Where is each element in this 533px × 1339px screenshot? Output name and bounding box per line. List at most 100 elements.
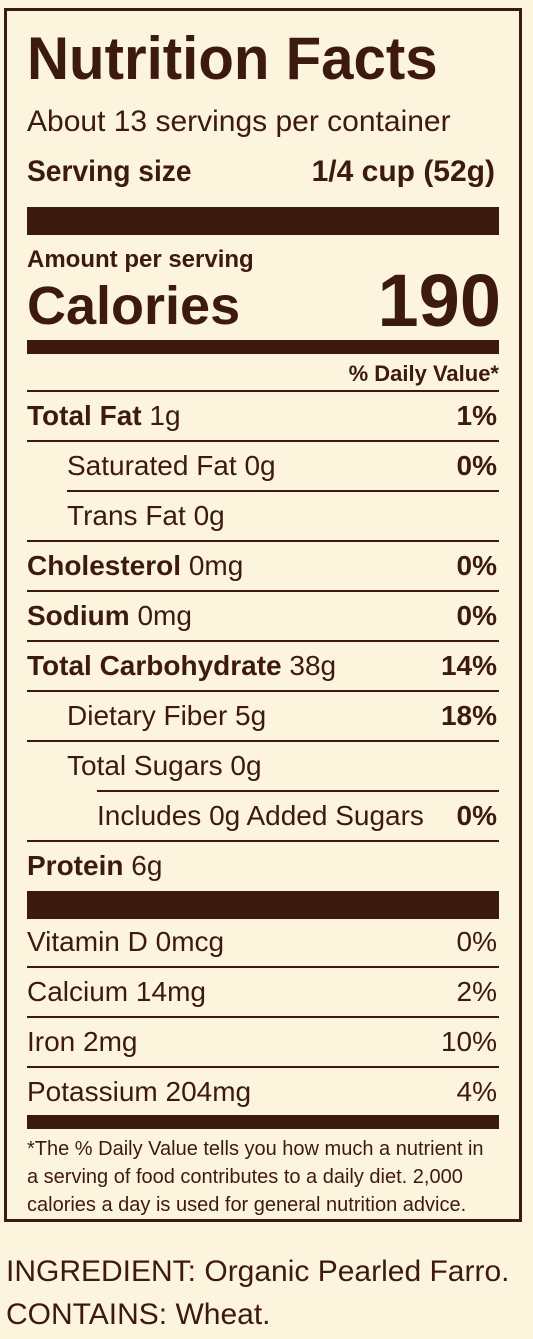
row-rule	[27, 390, 499, 392]
nutrient-row: Total Fat 1g 1%	[27, 391, 499, 441]
footnote-line: a serving of food contributes to a daily…	[27, 1166, 463, 1188]
servings-per-container: About 13 servings per container	[27, 105, 451, 138]
vitamin-label: Iron 2mg	[27, 1025, 138, 1059]
nutrient-daily-value: 1%	[456, 400, 497, 431]
vitamin-row: Calcium 14mg 2%	[27, 967, 499, 1017]
nutrient-name: Total Carbohydrate	[27, 650, 282, 681]
vitamin-row: Potassium 204mg 4%	[27, 1067, 499, 1117]
nutrient-amount: 6g	[131, 850, 163, 881]
nutrient-name: Includes 0g Added Sugars	[97, 800, 424, 831]
vitamin-amount: 14mg	[135, 976, 206, 1007]
row-rule	[27, 540, 499, 542]
footnote-line: calories a day is used for general nutri…	[27, 1194, 467, 1216]
vitamin-daily-value: 4%	[456, 1076, 497, 1107]
daily-value-header: % Daily Value*	[348, 361, 499, 386]
vitamin-name: Potassium	[27, 1076, 158, 1107]
nutrient-row: Total Sugars 0g	[67, 741, 499, 791]
footnote-line: *The % Daily Value tells you how much a …	[27, 1138, 484, 1160]
nutrient-label: Total Fat 1g	[27, 399, 181, 433]
row-rule	[27, 590, 499, 592]
nutrient-amount: 0g	[193, 500, 225, 531]
nutrient-amount: 0mg	[137, 600, 192, 631]
nutrient-amount: 5g	[235, 700, 267, 731]
vitamin-amount: 204mg	[165, 1076, 252, 1107]
thick-divider	[27, 207, 499, 235]
nutrient-label: Saturated Fat 0g	[67, 449, 276, 483]
nutrient-amount: 1g	[149, 400, 181, 431]
nutrient-name: Trans Fat	[67, 500, 186, 531]
nutrient-label: Dietary Fiber 5g	[67, 699, 266, 733]
footnote: *The % Daily Value tells you how much a …	[27, 1135, 499, 1219]
nutrient-row: Saturated Fat 0g 0%	[67, 441, 499, 491]
serving-size-value: 1/4 cup (52g)	[311, 155, 495, 188]
nutrient-name: Protein	[27, 850, 124, 881]
nutrient-row: Sodium 0mg 0%	[27, 591, 499, 641]
medium-divider	[27, 340, 499, 354]
vitamin-daily-value: 0%	[456, 926, 497, 957]
nutrient-name: Cholesterol	[27, 550, 182, 581]
nutrient-daily-value: 0%	[456, 450, 497, 481]
amount-per-serving: Amount per serving	[27, 246, 254, 273]
nutrient-amount: 0mg	[188, 550, 244, 581]
row-rule	[97, 790, 499, 792]
nutrient-label: Total Carbohydrate 38g	[27, 649, 336, 683]
vitamin-row: Vitamin D 0mcg 0%	[27, 917, 499, 967]
nutrition-facts-panel: Nutrition Facts About 13 servings per co…	[4, 8, 522, 1222]
serving-size-row: Serving size 1/4 cup (52g)	[27, 152, 499, 192]
nutrient-daily-value: 18%	[440, 700, 497, 731]
row-rule	[27, 1066, 499, 1068]
ingredients-block: INGREDIENT: Organic Pearled Farro. CONTA…	[6, 1250, 509, 1336]
nutrient-name: Total Fat	[27, 400, 142, 431]
calories-row: Calories 190	[27, 259, 501, 342]
nutrient-amount: 0g	[244, 450, 276, 481]
calories-value: 190	[377, 259, 501, 342]
vitamin-amount: 2mg	[83, 1026, 138, 1057]
vitamin-amount: 0mcg	[155, 926, 225, 957]
row-rule	[27, 640, 499, 642]
ingredient-line: INGREDIENT: Organic Pearled Farro.	[6, 1255, 510, 1288]
row-rule	[27, 740, 499, 742]
nutrient-row: Total Carbohydrate 38g 14%	[27, 641, 499, 691]
nutrient-daily-value: 0%	[456, 800, 497, 831]
medium-divider	[27, 1115, 499, 1129]
nutrient-name: Dietary Fiber	[67, 700, 228, 731]
nutrient-daily-value: 0%	[456, 550, 497, 581]
vitamin-label: Potassium 204mg	[27, 1075, 251, 1109]
nutrient-row: Includes 0g Added Sugars 0%	[97, 791, 499, 841]
nutrient-name: Total Sugars	[67, 750, 223, 781]
row-rule	[67, 490, 499, 492]
serving-size-label: Serving size	[27, 155, 192, 188]
row-rule	[27, 690, 499, 692]
nutrient-amount: 38g	[289, 650, 337, 681]
vitamin-label: Vitamin D 0mcg	[27, 925, 224, 959]
row-rule	[27, 440, 499, 442]
nutrition-facts-title: Nutrition Facts	[27, 25, 438, 92]
row-rule	[27, 1016, 499, 1018]
vitamin-daily-value: 2%	[456, 976, 497, 1007]
nutrient-daily-value: 0%	[456, 600, 497, 631]
nutrient-daily-value: 14%	[440, 650, 497, 681]
nutrient-row: Cholesterol 0mg 0%	[27, 541, 499, 591]
nutrient-label: Protein 6g	[27, 849, 162, 883]
vitamin-name: Calcium	[27, 976, 129, 1007]
vitamin-daily-value: 10%	[440, 1026, 497, 1057]
nutrient-row: Trans Fat 0g	[67, 491, 499, 541]
nutrient-row: Dietary Fiber 5g 18%	[67, 691, 499, 741]
vitamin-name: Vitamin D	[27, 926, 148, 957]
thick-divider	[27, 891, 499, 919]
nutrient-label: Total Sugars 0g	[67, 749, 262, 783]
vitamin-label: Calcium 14mg	[27, 975, 206, 1009]
nutrient-name: Sodium	[27, 600, 130, 631]
nutrient-label: Cholesterol 0mg	[27, 549, 243, 583]
vitamin-name: Iron	[27, 1026, 76, 1057]
vitamin-row: Iron 2mg 10%	[27, 1017, 499, 1067]
nutrient-label: Trans Fat 0g	[67, 499, 225, 533]
nutrient-row: Protein 6g	[27, 841, 499, 891]
nutrient-label: Sodium 0mg	[27, 599, 192, 633]
row-rule	[27, 966, 499, 968]
nutrient-name: Saturated Fat	[67, 450, 237, 481]
nutrient-label: Includes 0g Added Sugars	[97, 799, 424, 833]
contains-line: CONTAINS: Wheat.	[6, 1298, 271, 1331]
nutrient-amount: 0g	[230, 750, 262, 781]
row-rule	[27, 840, 499, 842]
